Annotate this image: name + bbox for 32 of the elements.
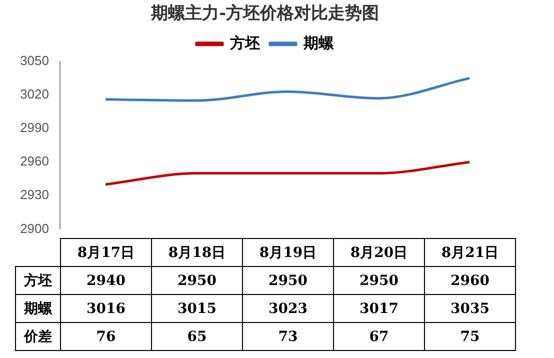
data-label: 2950 xyxy=(242,266,334,294)
data-label: 3017 xyxy=(334,294,424,322)
x-tick-label: 8月17日 xyxy=(60,238,152,266)
y-tick-label: 3050 xyxy=(20,52,49,68)
data-label: 3035 xyxy=(424,294,516,322)
y-tick-label: 2930 xyxy=(20,187,49,202)
text: 67 xyxy=(334,322,424,350)
text: 73 xyxy=(242,322,334,350)
text: 期螺 xyxy=(24,300,52,316)
y-tick-label: 2990 xyxy=(20,120,49,136)
text: 价差 xyxy=(16,322,60,350)
legend-label: 方坯 xyxy=(229,34,260,52)
data-label: 2960 xyxy=(424,266,516,294)
y-tick-label: 2960 xyxy=(20,154,49,169)
data-label: 3016 xyxy=(60,294,152,322)
data-label: 3015 xyxy=(152,294,242,322)
y-tick-label: 3020 xyxy=(20,86,49,102)
text: 76 xyxy=(60,322,152,350)
x-tick-label: 8月18日 xyxy=(152,238,242,266)
y-tick-label: 2900 xyxy=(20,220,49,236)
legend-label: 期螺 xyxy=(302,34,334,52)
text: 65 xyxy=(152,322,242,350)
data-label: 2950 xyxy=(334,266,424,294)
x-tick-label: 8月21日 xyxy=(424,238,516,266)
text: 方坯 xyxy=(24,272,52,288)
data-label: 2940 xyxy=(60,266,152,294)
x-tick-label: 8月20日 xyxy=(334,238,424,266)
data-label: 3023 xyxy=(242,294,334,322)
x-tick-label: 8月19日 xyxy=(242,238,334,266)
chart-title: 期螺主力-方坯价格对比走势图 xyxy=(150,4,380,24)
data-label: 2950 xyxy=(152,266,242,294)
text: 75 xyxy=(424,322,516,350)
